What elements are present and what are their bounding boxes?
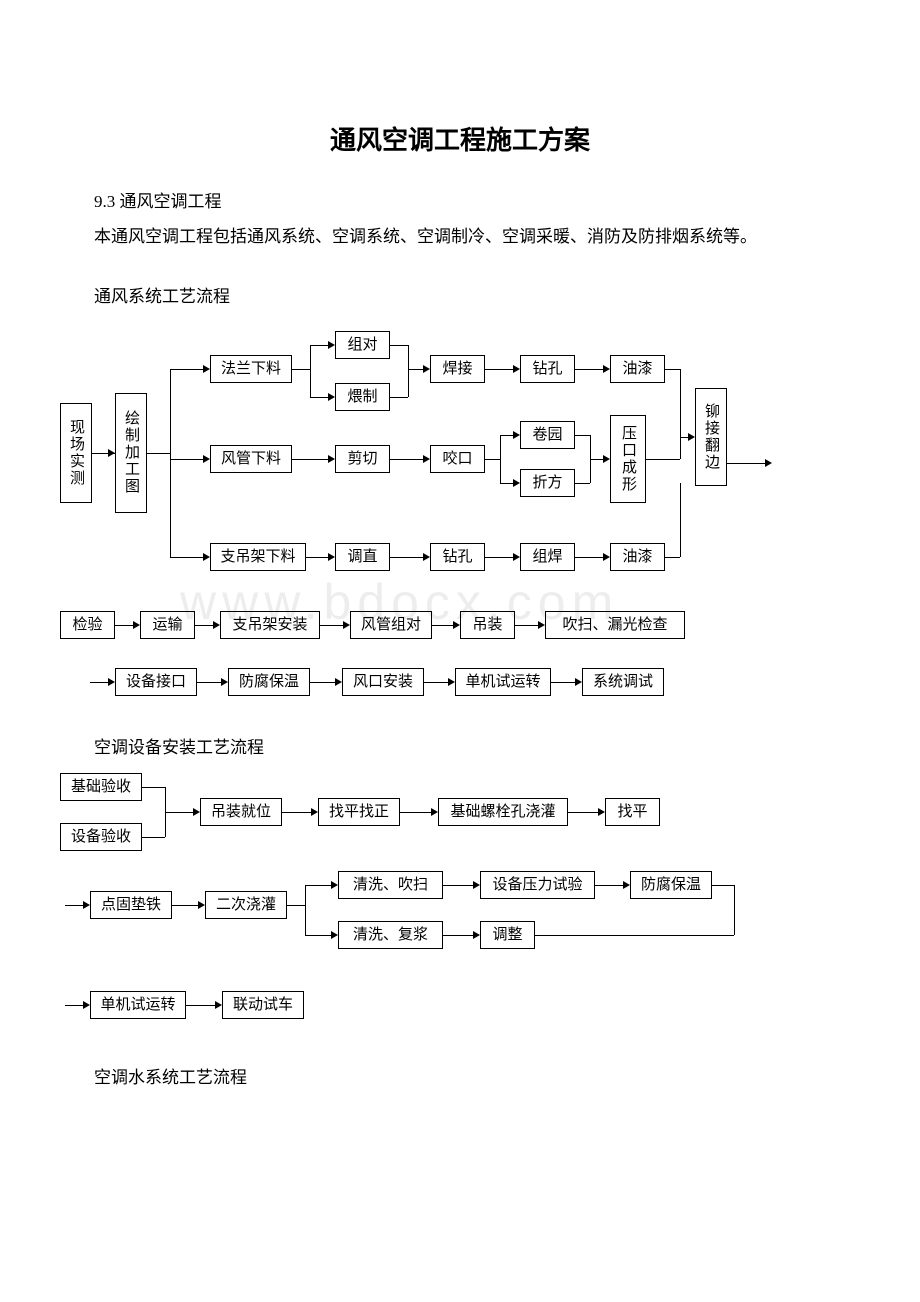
node-bend: 煨制 (335, 383, 390, 411)
node-foundation-accept: 基础验收 (60, 773, 142, 801)
node-level: 找平 (605, 798, 660, 826)
node-equip-connect: 设备接口 (115, 668, 197, 696)
node-single-test: 单机试运转 (455, 668, 551, 696)
node-anticorrosion: 防腐保温 (228, 668, 310, 696)
section2-label: 空调设备安装工艺流程 (60, 733, 860, 764)
node-hoist-position: 吊装就位 (200, 798, 282, 826)
node-assemble-weld: 组焊 (520, 543, 575, 571)
node-duct-assemble: 风管组对 (350, 611, 432, 639)
node-level-align: 找平找正 (318, 798, 400, 826)
node-inspect: 检验 (60, 611, 115, 639)
node-drill1: 钻孔 (520, 355, 575, 383)
node-hanger-cut: 支吊架下料 (210, 543, 306, 571)
node-paint2: 油漆 (610, 543, 665, 571)
node-bite: 咬口 (430, 445, 485, 473)
node-site-survey: 现场实测 (60, 403, 92, 503)
node-tack-shim: 点固垫铁 (90, 891, 172, 919)
page-title: 通风空调工程施工方案 (60, 120, 860, 157)
node-second-grout: 二次浇灌 (205, 891, 287, 919)
section3-label: 空调水系统工艺流程 (60, 1063, 860, 1094)
node-fold: 折方 (520, 469, 575, 497)
section1-label: 通风系统工艺流程 (60, 282, 860, 313)
node-adjust: 调整 (480, 921, 535, 949)
node-drill2: 钻孔 (430, 543, 485, 571)
node-pressure-test: 设备压力试验 (480, 871, 595, 899)
node-press-form: 压口成形 (610, 415, 646, 503)
node-flange-cut: 法兰下料 (210, 355, 292, 383)
node-clean-rewash: 清洗、复浆 (338, 921, 443, 949)
node-bolt-grout: 基础螺栓孔浇灌 (438, 798, 568, 826)
intro-paragraph: 本通风空调工程包括通风系统、空调系统、空调制冷、空调采暖、消防及防排烟系统等。 (60, 222, 860, 253)
section-number: 9.3 通风空调工程 (60, 187, 860, 218)
node-system-debug: 系统调试 (582, 668, 664, 696)
node-hanger-install: 支吊架安装 (220, 611, 320, 639)
node-linkage-test: 联动试车 (222, 991, 304, 1019)
node-transport: 运输 (140, 611, 195, 639)
node-paint1: 油漆 (610, 355, 665, 383)
node-assemble: 组对 (335, 331, 390, 359)
diagram-hvac-equipment: 基础验收 设备验收 吊装就位 找平找正 基础螺栓孔浇灌 找平 点固垫铁 二次浇灌… (60, 773, 860, 1033)
node-single-test2: 单机试运转 (90, 991, 186, 1019)
node-roll: 卷园 (520, 421, 575, 449)
node-weld: 焊接 (430, 355, 485, 383)
node-blow-leak: 吹扫、漏光检查 (545, 611, 685, 639)
node-clean-blow: 清洗、吹扫 (338, 871, 443, 899)
node-outlet-install: 风口安装 (342, 668, 424, 696)
node-rivet-flange: 铆接翻边 (695, 388, 727, 486)
node-equip-accept: 设备验收 (60, 823, 142, 851)
node-draw-plan: 绘制加工图 (115, 393, 147, 513)
node-hoist: 吊装 (460, 611, 515, 639)
node-duct-cut: 风管下料 (210, 445, 292, 473)
node-anticorrosion2: 防腐保温 (630, 871, 712, 899)
node-straighten: 调直 (335, 543, 390, 571)
diagram-ventilation-process: 现场实测 绘制加工图 法兰下料 风管下料 支吊架下料 组对 煨制 剪切 调直 焊… (60, 323, 860, 703)
node-shear: 剪切 (335, 445, 390, 473)
